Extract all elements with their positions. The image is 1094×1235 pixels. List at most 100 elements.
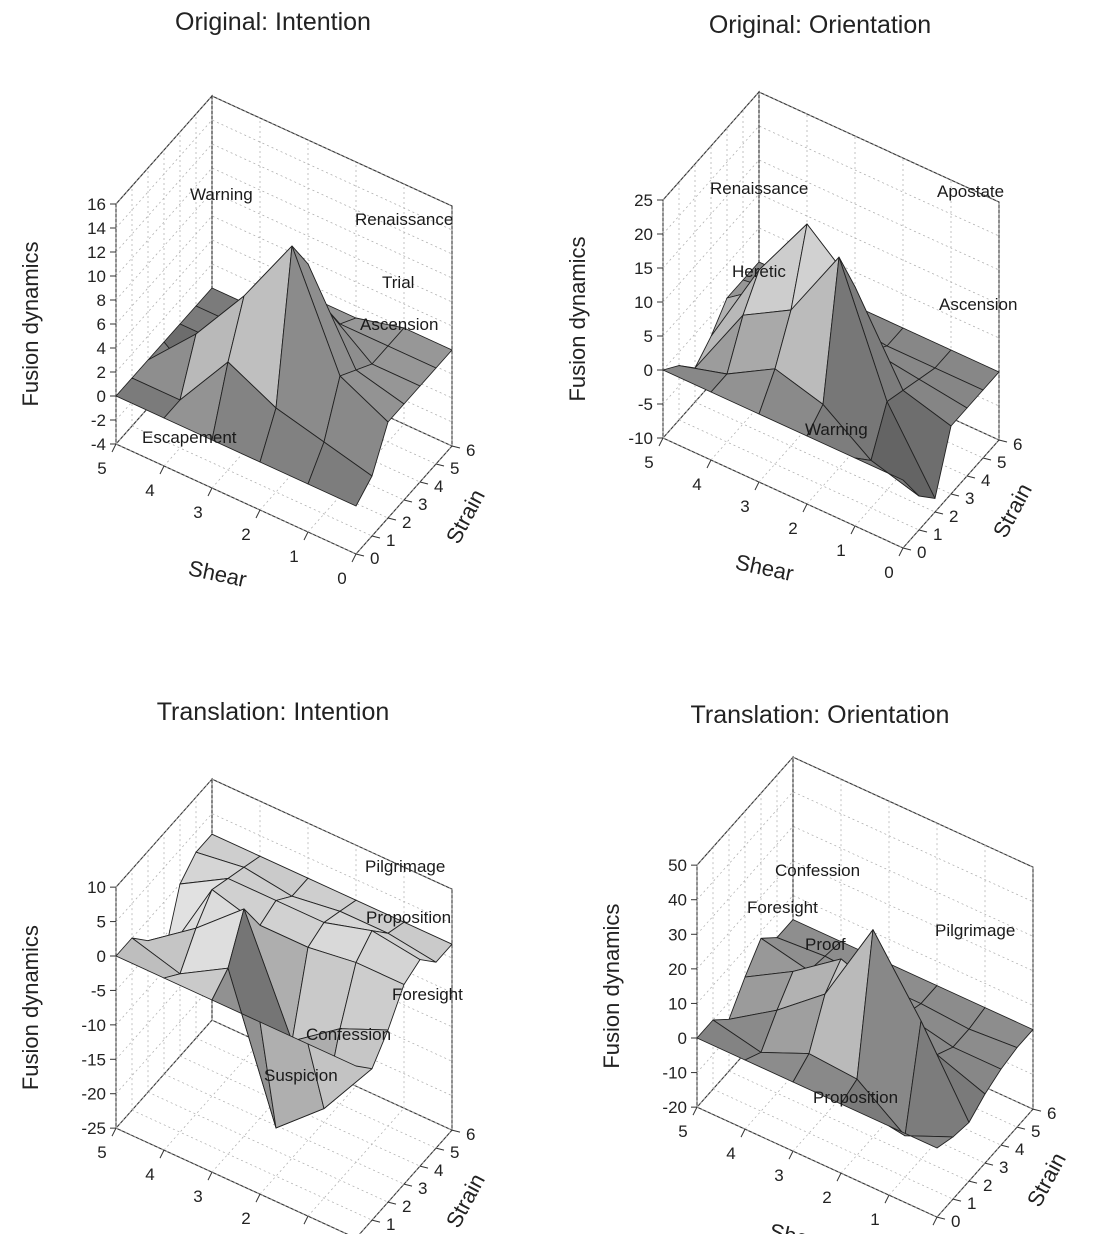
surface (696, 919, 1034, 1149)
y-tick (968, 1180, 978, 1184)
surface (115, 245, 453, 507)
y-axis-label: Strain (441, 1169, 490, 1231)
x-tick-label: 4 (145, 1165, 154, 1184)
y-tick-label: 6 (1013, 435, 1022, 454)
floor-gridline (163, 1073, 405, 1185)
z-tick-label: -20 (662, 1098, 687, 1117)
x-tick-label: 5 (97, 459, 106, 478)
floor-gridline (758, 329, 1000, 441)
z-tick-label: -5 (91, 981, 106, 1000)
z-tick-label: 14 (87, 219, 106, 238)
surface-annotation: Ascension (939, 295, 1017, 314)
z-gridline (696, 825, 1034, 937)
x-tick (754, 481, 760, 491)
y-tick-label: 3 (418, 1179, 427, 1198)
z-axis: -25 -20 -15 -10 -5 0 5 10 (81, 878, 116, 1138)
x-tick (351, 553, 357, 563)
y-tick-label: 0 (370, 549, 379, 568)
z-gridline (115, 119, 453, 231)
x-tick (255, 509, 261, 519)
y-tick (982, 457, 992, 461)
z-tick-label: 15 (634, 259, 653, 278)
x-axis: 5 4 3 2 1 0 (678, 1106, 938, 1234)
x-tick-label: 2 (241, 1209, 250, 1228)
x-tick (111, 443, 117, 453)
y-tick-label: 1 (386, 531, 395, 550)
z-axis: -10 -5 0 5 10 15 20 25 (628, 191, 663, 448)
z-gridline (115, 95, 453, 207)
x-axis-label: Shear (733, 549, 796, 586)
z-gridline (662, 193, 1000, 305)
chart-svg: -20-10010203040505432100123456Fusion dyn… (599, 701, 1071, 1234)
y-tick (918, 529, 928, 533)
y-tick-label: 1 (386, 1215, 395, 1234)
y-tick (435, 463, 445, 467)
z-tick-label: -10 (662, 1064, 687, 1083)
x-tick (836, 1172, 842, 1182)
y-tick-label: 4 (1015, 1140, 1024, 1159)
z-gridline (696, 756, 1034, 868)
y-tick (435, 1147, 445, 1151)
z-tick-label: 25 (634, 191, 653, 210)
x-tick (303, 531, 309, 541)
y-tick (936, 1216, 946, 1220)
y-tick-label: 2 (402, 513, 411, 532)
y-tick-label: 0 (951, 1212, 960, 1231)
x-tick-label: 2 (241, 525, 250, 544)
x-tick (898, 547, 904, 557)
y-tick-label: 4 (434, 1161, 443, 1180)
y-tick-label: 3 (965, 489, 974, 508)
x-tick (159, 1149, 165, 1159)
x-tick (788, 1150, 794, 1160)
floor-gridline (179, 371, 421, 483)
y-tick (902, 547, 912, 551)
x-tick (255, 1193, 261, 1203)
y-tick-label: 5 (1031, 1122, 1040, 1141)
floor-gridline (195, 353, 437, 465)
z-tick-label: 10 (87, 267, 106, 286)
y-tick (371, 535, 381, 539)
floor-gridline (115, 443, 357, 555)
floor-gridline (694, 401, 936, 513)
y-tick (419, 481, 429, 485)
surface (662, 223, 1000, 499)
surface-annotation: Confession (306, 1025, 391, 1044)
floor-gridline (131, 1109, 373, 1221)
z-gridline (662, 125, 1000, 237)
chart-title: Translation: Orientation (691, 701, 950, 729)
z-tick-label: 12 (87, 243, 106, 262)
y-tick-label: 1 (967, 1194, 976, 1213)
z-tick-label: 30 (668, 925, 687, 944)
y-tick-label: 4 (981, 471, 990, 490)
y-tick-label: 5 (997, 453, 1006, 472)
z-tick-label: 5 (97, 913, 106, 932)
z-tick-label: 20 (634, 225, 653, 244)
z-gridline (115, 143, 453, 255)
x-tick (740, 1128, 746, 1138)
z-tick-label: -10 (81, 1016, 106, 1035)
z-gridline (696, 791, 1034, 903)
z-gridline (115, 167, 453, 279)
y-tick-label: 6 (1047, 1104, 1056, 1123)
surface-annotation: Renaissance (355, 210, 453, 229)
z-axis-label: Fusion dynamics (565, 236, 590, 401)
y-axis-label: Strain (1022, 1148, 1071, 1210)
y-tick-label: 2 (402, 1197, 411, 1216)
y-tick-label: 1 (933, 525, 942, 544)
chart-original-intention: -4 -2 0 2 4 6 8 10 12 14 16 5 4 3 2 1 0 0 1 2 3 4 5 6 Fusion dyn… (0, 0, 547, 617)
x-tick (207, 1171, 213, 1181)
z-tick-label: 20 (668, 960, 687, 979)
z-tick-label: -20 (81, 1085, 106, 1104)
floor-gridline (792, 998, 1034, 1110)
x-tick-label: 5 (97, 1143, 106, 1162)
y-tick (1016, 1126, 1026, 1130)
y-tick-label: 3 (418, 495, 427, 514)
floor-gridline (307, 1107, 405, 1217)
surface-annotation: Foresight (747, 898, 818, 917)
floor-edge (115, 1127, 453, 1234)
x-tick (111, 1127, 117, 1137)
y-tick (934, 511, 944, 515)
